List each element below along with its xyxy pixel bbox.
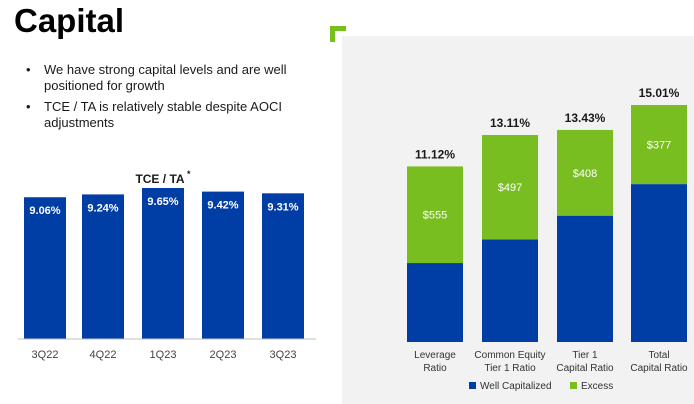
legend-swatch-well-capitalized	[469, 382, 476, 389]
chart-title-marker: *	[187, 169, 191, 179]
total-label: 13.43%	[565, 111, 606, 125]
capital-ratios-chart: $555 11.12% Leverage Ratio $497 13.11% Common …	[407, 86, 688, 392]
tick-label: 3Q22	[32, 349, 59, 361]
tick-label: Total	[648, 350, 669, 361]
bar-well-capitalized	[407, 263, 463, 342]
bar	[82, 194, 124, 339]
tick-label: Capital Ratio	[556, 363, 614, 374]
tick-label: Ratio	[423, 363, 447, 374]
bar-excess	[557, 129, 613, 216]
data-label: 9.06%	[29, 205, 60, 217]
tick-label: 1Q23	[150, 349, 177, 361]
tick-label: Capital Ratio	[630, 363, 688, 374]
data-label-excess: $497	[498, 182, 522, 194]
data-label-excess: $408	[573, 168, 597, 180]
corner-accent-icon	[330, 26, 346, 42]
total-label: 15.01%	[639, 86, 680, 100]
tick-label: Tier 1 Ratio	[484, 363, 536, 374]
data-label: 9.24%	[87, 202, 118, 214]
tick-label: Leverage	[414, 350, 456, 361]
tick-label: Common Equity	[474, 350, 545, 361]
tick-label: 2Q23	[210, 349, 237, 361]
bar-excess	[407, 166, 463, 264]
bar-excess	[631, 105, 687, 185]
tce-ta-chart: TCE / TA * 9.06% 3Q22 9.24% 4Q22 9.65% 1Q23 9.42…	[18, 169, 316, 361]
bar-excess	[482, 135, 538, 240]
bar-well-capitalized	[557, 215, 613, 342]
bullet-list: We have strong capital levels and are we…	[26, 62, 326, 136]
data-label: 9.65%	[147, 196, 178, 208]
chart-title: TCE / TA	[135, 172, 184, 186]
page-title: Capital	[14, 2, 125, 39]
data-label: 9.31%	[267, 201, 298, 213]
tick-label: 4Q22	[90, 349, 117, 361]
bar	[142, 188, 184, 339]
bar	[262, 193, 304, 339]
bar	[202, 191, 244, 339]
legend-swatch-excess	[570, 382, 577, 389]
tick-label: 3Q23	[270, 349, 297, 361]
bar	[24, 197, 66, 339]
data-label: 9.42%	[207, 200, 238, 212]
total-label: 13.11%	[490, 116, 530, 130]
bullet-item: We have strong capital levels and are we…	[26, 62, 326, 94]
data-label-excess: $555	[423, 210, 447, 222]
total-label: 11.12%	[415, 147, 455, 161]
data-label-excess: $377	[647, 140, 671, 152]
tick-label: Tier 1	[572, 350, 598, 361]
bar-well-capitalized	[482, 239, 538, 342]
legend-label: Well Capitalized	[480, 381, 552, 392]
bar-well-capitalized	[631, 184, 687, 342]
legend-label: Excess	[581, 381, 613, 392]
bullet-item: TCE / TA is relatively stable despite AO…	[26, 99, 326, 131]
